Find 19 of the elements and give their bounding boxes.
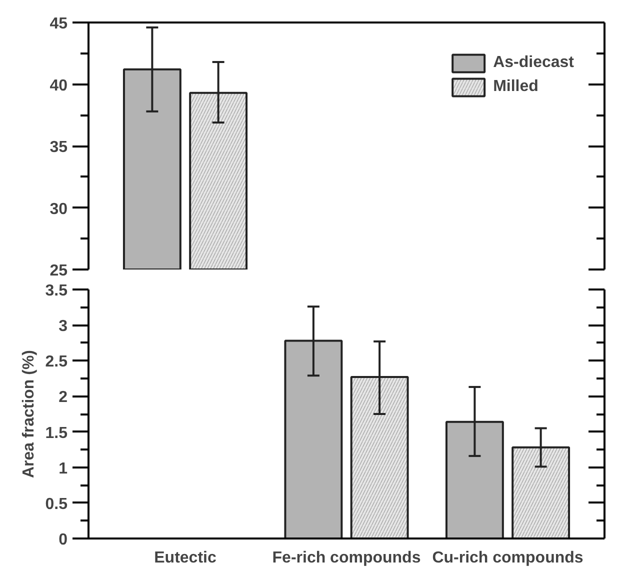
legend-label: As-diecast bbox=[493, 54, 574, 72]
y-tick-label: 3 bbox=[58, 318, 68, 336]
y-tick-label: 30 bbox=[50, 200, 68, 218]
x-tick-label: Eutectic bbox=[154, 550, 216, 566]
x-tick-label: Fe-rich compounds bbox=[272, 550, 421, 566]
y-axis-title: Area fraction (%) bbox=[20, 350, 38, 478]
y-tick-label: 2.5 bbox=[45, 354, 68, 371]
y-tick-label: 2 bbox=[58, 389, 68, 406]
y-tick-label: 3.5 bbox=[45, 282, 68, 300]
y-tick-label: 35 bbox=[50, 139, 68, 156]
legend-label: Milled bbox=[493, 78, 538, 96]
y-tick-label: 1 bbox=[58, 460, 68, 478]
y-tick-label: 0.5 bbox=[45, 496, 68, 513]
y-tick-label: 45 bbox=[50, 16, 68, 32]
x-tick-label: Cu-rich compounds bbox=[432, 550, 584, 566]
y-tick-label: 25 bbox=[50, 262, 68, 280]
y-tick-label: 0 bbox=[58, 532, 68, 548]
y-tick-label: 40 bbox=[50, 77, 68, 94]
y-tick-label: 1.5 bbox=[45, 424, 68, 442]
